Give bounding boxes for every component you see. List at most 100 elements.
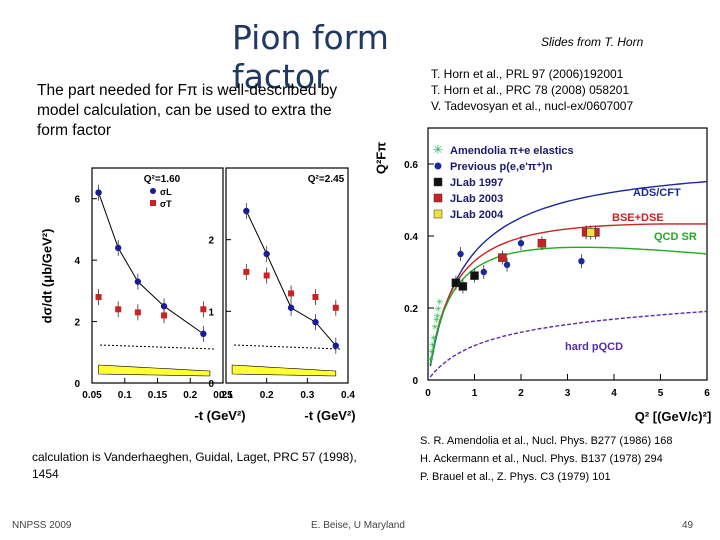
reference-line: V. Tadevosyan et al., nucl-ex/0607007 xyxy=(431,99,634,113)
y-tick-label: 2 xyxy=(74,318,80,329)
x-tick-label: 3 xyxy=(565,388,571,399)
data-point-sigma-t xyxy=(263,272,270,279)
data-point xyxy=(578,258,585,265)
data-point xyxy=(470,271,479,280)
y-tick-label: 0.4 xyxy=(404,232,418,243)
y-tick-label: 2 xyxy=(208,236,214,247)
theory-curve xyxy=(429,310,708,378)
model-band xyxy=(98,364,211,377)
data-point-sigma-t xyxy=(134,309,141,316)
data-point-amendolia: ✳ xyxy=(431,322,439,332)
data-point-sigma-t xyxy=(161,312,168,319)
data-point-amendolia: ✳ xyxy=(428,347,436,357)
panel-label: Q²=2.45 xyxy=(308,174,345,185)
x-tick-label: 5 xyxy=(658,388,664,399)
data-point-amendolia: ✳ xyxy=(434,311,442,321)
y-tick-label: 4 xyxy=(74,256,80,267)
x-tick-label: 0.25 xyxy=(213,390,233,401)
page-number: 49 xyxy=(682,520,694,531)
data-point-sigma-l xyxy=(287,304,295,311)
y-axis-label: dσ/dt (μb/GeV²) xyxy=(40,229,54,324)
model-band xyxy=(231,364,337,377)
reference-line: T. Horn et al., PRL 97 (2006)192001 xyxy=(431,67,624,81)
data-point-sigma-l xyxy=(263,250,270,258)
x-tick-label: 0 xyxy=(425,388,431,399)
data-point-sigma-t xyxy=(243,268,250,275)
data-point-sigma-l xyxy=(200,330,207,338)
legend-label: Amendolia π+e elastics xyxy=(450,145,574,157)
slide-title: Pion form factor xyxy=(232,18,389,96)
x-tick-label: 0.1 xyxy=(219,390,233,401)
legend-marker xyxy=(433,177,443,187)
x-tick-label: 1 xyxy=(472,388,478,399)
data-point-sigma-l xyxy=(160,303,168,310)
data-point-sigma-l xyxy=(332,342,339,349)
data-point-sigma-l xyxy=(95,189,102,196)
legend-label: Previous p(e,e'π⁺)n xyxy=(450,161,553,173)
data-point-sigma-t xyxy=(115,306,122,313)
legend-marker-sigma-t xyxy=(150,200,156,206)
slide-credit: Slides from T. Horn xyxy=(541,35,644,49)
footer-author: E. Beise, U Maryland xyxy=(311,520,405,531)
curve-label: QCD SR xyxy=(654,231,697,243)
y-tick-label: 0 xyxy=(208,379,214,390)
x-axis-label: -t (GeV²) xyxy=(304,408,355,423)
y-tick-label: 0 xyxy=(74,379,80,390)
theory-curve xyxy=(429,223,708,365)
legend-label-sigma-l: σL xyxy=(160,187,172,197)
x-tick-label: 0.4 xyxy=(341,390,355,401)
data-point-amendolia: ✳ xyxy=(434,304,442,314)
legend-marker xyxy=(434,162,442,170)
reference-line: T. Horn et al., PRC 78 (2008) 058201 xyxy=(431,83,630,97)
footer-event: NNPSS 2009 xyxy=(12,520,72,531)
data-point xyxy=(537,238,547,248)
legend-label: JLab 2003 xyxy=(450,193,503,205)
form-factor-chart: Q²Fπ Q² [(GeV/c)²] 0 0.2 0.4 0.6 0 1 2 3 4 5 6 ADS/CF… xyxy=(373,127,712,424)
calculation-note: calculation is Vanderhaeghen, Guidal, La… xyxy=(32,450,357,481)
data-point xyxy=(458,282,468,291)
legend-marker-sigma-l xyxy=(150,188,156,194)
data-point xyxy=(517,240,525,247)
data-point-amendolia: ✳ xyxy=(436,297,444,307)
data-point-amendolia: ✳ xyxy=(429,340,437,350)
curve-label: hard pQCD xyxy=(565,341,623,353)
data-point-amendolia: ✳ xyxy=(427,354,435,364)
legend-marker xyxy=(433,209,443,219)
data-point-sigma-t xyxy=(95,294,102,300)
data-point-sigma-t xyxy=(312,294,319,300)
data-point xyxy=(480,268,487,276)
y-tick-label: 0 xyxy=(412,376,418,387)
x-tick-label: 0.2 xyxy=(260,390,274,401)
x-axis-label: Q² [(GeV/c)²] xyxy=(635,409,712,424)
references-bottom: S. R. Amendolia et al., Nucl. Phys. B277… xyxy=(420,432,673,486)
panel-label: Q²=1.60 xyxy=(144,174,181,185)
data-point-amendolia: ✳ xyxy=(433,315,441,325)
y-tick-label: 1 xyxy=(208,307,214,318)
data-point xyxy=(457,250,464,258)
x-axis-label: -t (GeV²) xyxy=(194,408,245,423)
model-line-transverse xyxy=(233,344,341,350)
data-point-sigma-t xyxy=(288,290,295,297)
curve-label: BSE+DSE xyxy=(612,212,664,224)
reference-line: H. Ackermann et al., Nucl. Phys. B137 (1… xyxy=(420,453,663,465)
legend-label: JLab 2004 xyxy=(450,209,504,221)
data-point xyxy=(498,253,507,262)
data-point-sigma-l xyxy=(115,244,122,252)
data-point-sigma-l xyxy=(312,318,319,326)
theory-curve xyxy=(429,246,708,365)
data-point-amendolia: ✳ xyxy=(430,333,438,343)
intro-text: The part needed for Fπ is well-described… xyxy=(37,82,338,139)
legend-marker xyxy=(433,193,443,203)
data-point-sigma-t xyxy=(332,304,339,311)
model-line-transverse xyxy=(99,344,216,350)
theory-curve xyxy=(429,180,708,367)
x-tick-label: 6 xyxy=(704,388,710,399)
legend-marker: ✳ xyxy=(433,142,444,157)
x-tick-label: 0.3 xyxy=(300,390,314,401)
legend-label-sigma-t: σT xyxy=(160,199,172,209)
reference-line: P. Brauel et al., Z. Phys. C3 (1979) 101 xyxy=(420,471,611,483)
x-tick-label: 2 xyxy=(518,388,524,399)
y-tick-label: 0.6 xyxy=(404,160,418,171)
data-point xyxy=(503,261,511,268)
panel-frame xyxy=(225,167,349,384)
